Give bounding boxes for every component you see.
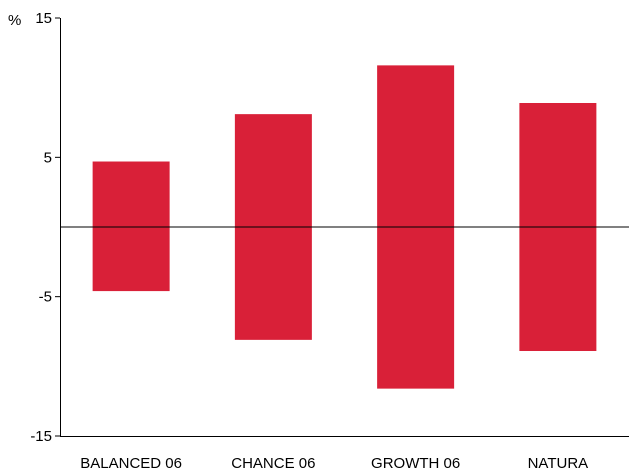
y-unit-label: %	[8, 12, 21, 29]
y-tick-label: 15	[35, 10, 52, 27]
bar-balanced-06	[92, 161, 170, 292]
x-tick-label: GROWTH 06	[371, 455, 460, 472]
plot-area: BALANCED 06 CHANCE 06 GROWTH 06 NATURA -15 -5…	[30, 10, 629, 472]
x-tick-label: BALANCED 06	[80, 455, 182, 472]
y-tick-label: -5	[39, 289, 52, 306]
x-tick-label: NATURA	[528, 455, 589, 472]
x-tick-label: CHANCE 06	[231, 455, 315, 472]
y-tick-label: -15	[30, 428, 52, 445]
y-tick-label: 5	[44, 149, 52, 166]
